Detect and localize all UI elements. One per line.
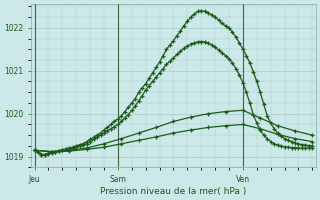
X-axis label: Pression niveau de la mer( hPa ): Pression niveau de la mer( hPa ): [100, 187, 247, 196]
